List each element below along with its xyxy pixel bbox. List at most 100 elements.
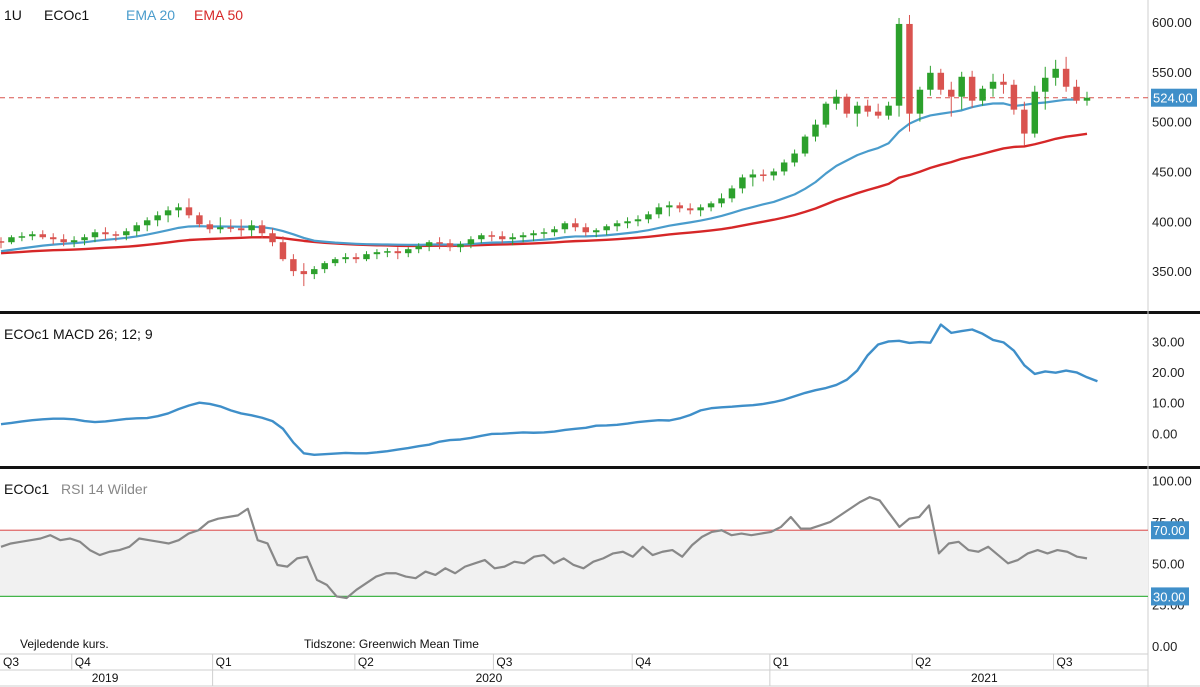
candle-body: [718, 198, 725, 204]
panel-separator: [0, 466, 1200, 469]
candle-body: [342, 257, 349, 260]
candle-body: [634, 219, 642, 222]
macd-title: ECOc1 MACD 26; 12; 9: [4, 326, 153, 342]
ema50-legend: EMA 50: [194, 7, 243, 23]
candle-body: [728, 188, 736, 199]
candle-body: [843, 96, 851, 114]
candle-body: [916, 89, 924, 114]
candle-body: [895, 23, 903, 106]
macd-line: [0, 323, 1098, 457]
rsi-neutral-band: [0, 530, 1148, 597]
candle-body: [352, 257, 360, 260]
period-label: 1U: [4, 7, 22, 23]
rsi-lower-tag: [1151, 587, 1189, 606]
rsi-symbol: ECOc1: [4, 481, 49, 497]
macd-tick-label: 0.00: [1152, 426, 1177, 441]
candle-body: [791, 153, 798, 163]
candle-body: [801, 136, 809, 154]
candle-body: [979, 88, 986, 101]
candle-body: [770, 171, 777, 176]
price-tick-label: 450.00: [1152, 164, 1192, 179]
quarter-label: Q3: [1057, 655, 1073, 669]
candle-body: [760, 174, 767, 176]
candle-body: [1073, 86, 1080, 101]
candle-body: [81, 237, 88, 241]
candle-body: [854, 105, 861, 114]
candle-body: [248, 225, 255, 231]
candle-body: [697, 207, 704, 211]
candle-body: [948, 89, 955, 97]
candle-body: [258, 225, 266, 234]
quarter-label: Q3: [3, 655, 19, 669]
candle-body: [1000, 81, 1007, 85]
candle-body: [968, 76, 976, 101]
candle-body: [749, 174, 757, 178]
candle-body: [384, 251, 391, 253]
last-price-label: 524.00: [1153, 91, 1193, 106]
candle-body: [1052, 68, 1059, 78]
candle-body: [592, 230, 600, 233]
candle-body: [373, 252, 381, 255]
candle-body: [206, 224, 214, 230]
candle-body: [603, 226, 610, 231]
candle-body: [1041, 77, 1049, 92]
candle-body: [290, 259, 297, 272]
candle-body: [217, 227, 224, 230]
candle-body: [686, 208, 694, 211]
candle-body: [60, 239, 67, 243]
candle-body: [655, 207, 663, 215]
macd-tick-label: 20.00: [1152, 365, 1185, 380]
price-tick-label: 350.00: [1152, 264, 1192, 279]
quarter-label: Q4: [75, 655, 91, 669]
candle-body: [321, 263, 328, 270]
candle-body: [18, 236, 26, 238]
candle-body: [415, 246, 422, 250]
year-label: 2020: [476, 671, 503, 685]
quarter-label: Q2: [915, 655, 931, 669]
year-label: 2021: [971, 671, 998, 685]
candle-body: [311, 269, 318, 275]
rsi-title: RSI 14 Wilder: [61, 481, 148, 497]
quarter-label: Q3: [496, 655, 512, 669]
candle-body: [864, 105, 871, 112]
candle-body: [237, 228, 245, 231]
candle-body: [780, 162, 788, 172]
candle-body: [269, 233, 276, 243]
rsi-lower-tag-label: 30.00: [1153, 589, 1186, 604]
candle-body: [300, 271, 308, 275]
panel-separator: [0, 311, 1200, 314]
candle-body: [572, 223, 579, 228]
candle-body: [519, 235, 527, 238]
last-price-tag: [1151, 88, 1197, 107]
candle-body: [394, 251, 402, 254]
year-label: 2019: [92, 671, 119, 685]
candle-body: [185, 207, 193, 216]
candle-body: [123, 231, 130, 236]
candle-body: [645, 214, 652, 220]
candle-body: [1083, 97, 1091, 101]
candle-body: [154, 215, 161, 221]
price-tick-label: 500.00: [1152, 115, 1192, 130]
candle-body: [666, 205, 673, 208]
macd-tick-label: 30.00: [1152, 334, 1185, 349]
candle-body: [906, 23, 913, 114]
price-tick-label: 400.00: [1152, 214, 1192, 229]
candle-body: [530, 233, 537, 236]
price-tick-label: 600.00: [1152, 15, 1192, 30]
rsi-tick-label: 50.00: [1152, 556, 1185, 571]
candle-body: [676, 205, 683, 209]
candle-body: [1021, 109, 1028, 134]
candle-body: [0, 241, 5, 243]
candle-body: [133, 225, 140, 232]
rsi-upper-tag-label: 70.00: [1153, 523, 1186, 538]
candle-body: [457, 244, 464, 248]
candle-body: [8, 237, 15, 243]
candle-body: [822, 103, 830, 125]
candle-body: [613, 223, 621, 227]
candle-body: [363, 254, 370, 260]
candle-body: [498, 236, 506, 240]
candle-body: [227, 227, 234, 229]
price-tick-label: 550.00: [1152, 65, 1192, 80]
rsi-line: [0, 496, 1088, 600]
